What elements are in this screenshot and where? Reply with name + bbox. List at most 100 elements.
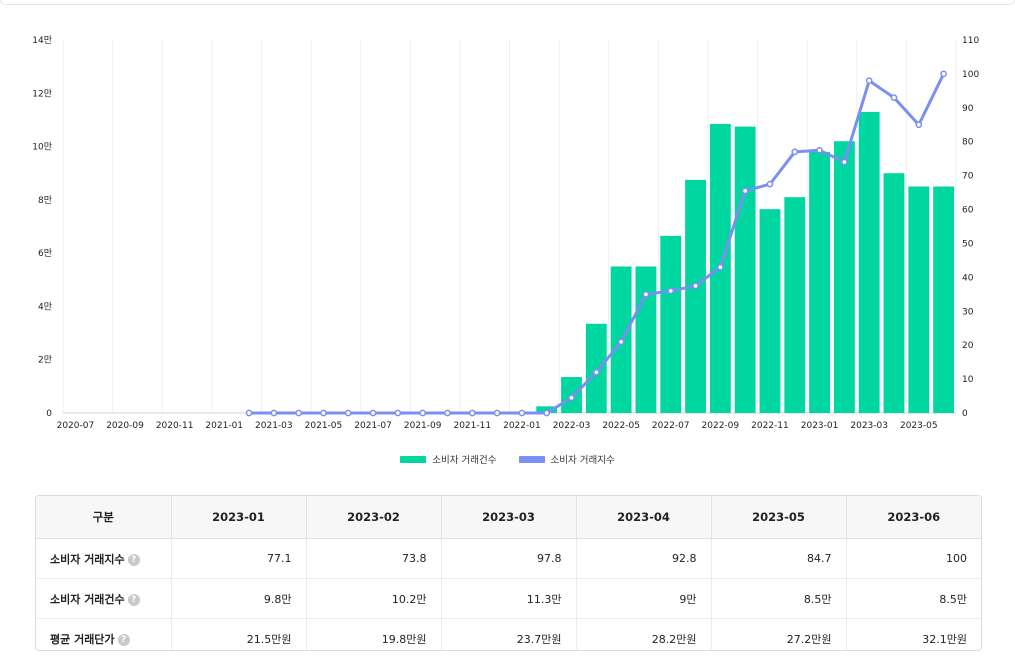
x-tick-label: 2023-05 — [900, 421, 938, 431]
y-right-tick-label: 10 — [962, 375, 974, 385]
table-header-col: 2023-02 — [306, 496, 441, 539]
bar — [685, 180, 706, 413]
line-point — [544, 410, 549, 415]
x-tick-label: 2022-09 — [702, 421, 740, 431]
table-header-corner: 구분 — [36, 496, 171, 539]
y-left-tick-label: 8만 — [38, 195, 52, 206]
line-point — [743, 188, 748, 193]
table-cell: 92.8 — [576, 539, 711, 579]
legend-label-index: 소비자 거래지수 — [551, 452, 615, 466]
question-icon[interactable]: ? — [118, 634, 130, 646]
x-tick-label: 2022-11 — [751, 421, 789, 431]
line-point — [370, 410, 375, 415]
line-point — [470, 410, 475, 415]
y-axis-left: 0 2만 4만 6만 8만 10만 12만 14만 — [32, 35, 52, 419]
bar — [784, 197, 805, 413]
x-tick-label: 2022-05 — [602, 421, 640, 431]
line-point — [643, 292, 648, 297]
data-table: 구분 2023-01 2023-02 2023-03 2023-04 2023-… — [35, 495, 982, 651]
legend-swatch-count — [400, 456, 426, 463]
line-point — [718, 265, 723, 270]
table-header-col: 2023-06 — [846, 496, 981, 539]
table-cell: 100 — [846, 539, 981, 579]
line-point — [792, 149, 797, 154]
row-label: 소비자 거래건수? — [36, 579, 171, 619]
y-right-tick-label: 50 — [962, 239, 974, 249]
bar — [760, 209, 781, 413]
y-right-tick-label: 0 — [962, 409, 968, 419]
line-point — [817, 148, 822, 153]
row-label-text: 평균 거래단가 — [50, 633, 115, 646]
table-row: 평균 거래단가? 21.5만원 19.8만원 23.7만원 28.2만원 27.… — [36, 619, 981, 652]
legend-item-count[interactable]: 소비자 거래건수 — [400, 452, 496, 466]
row-label-text: 소비자 거래지수 — [50, 553, 125, 566]
row-label: 소비자 거래지수? — [36, 539, 171, 579]
x-tick-label: 2023-01 — [801, 421, 839, 431]
bar — [809, 152, 830, 413]
line-point — [594, 370, 599, 375]
y-right-tick-label: 90 — [962, 104, 974, 114]
row-label: 평균 거래단가? — [36, 619, 171, 652]
table-cell: 19.8만원 — [306, 619, 441, 652]
table-cell: 97.8 — [441, 539, 576, 579]
line-point — [271, 410, 276, 415]
x-tick-label: 2021-11 — [453, 421, 491, 431]
table-header-col: 2023-04 — [576, 496, 711, 539]
bar — [933, 187, 954, 413]
bar — [859, 112, 880, 413]
x-tick-label: 2022-01 — [503, 421, 541, 431]
table-cell: 23.7만원 — [441, 619, 576, 652]
x-tick-label: 2020-07 — [57, 421, 95, 431]
y-right-tick-label: 80 — [962, 138, 974, 148]
table-row: 소비자 거래건수? 9.8만 10.2만 11.3만 9만 8.5만 8.5만 — [36, 579, 981, 619]
x-tick-label: 2021-09 — [404, 421, 442, 431]
row-label-text: 소비자 거래건수 — [50, 593, 125, 606]
question-icon[interactable]: ? — [128, 554, 140, 566]
y-left-tick-label: 4만 — [38, 301, 52, 312]
question-icon[interactable]: ? — [128, 594, 140, 606]
bar — [586, 324, 607, 413]
y-right-tick-label: 60 — [962, 206, 974, 216]
x-tick-label: 2022-03 — [553, 421, 591, 431]
x-tick-label: 2020-09 — [106, 421, 144, 431]
y-left-tick-label: 14만 — [32, 35, 52, 46]
y-axis-right: 0102030405060708090100110 — [962, 36, 979, 419]
y-right-tick-label: 70 — [962, 172, 974, 182]
x-tick-label: 2021-05 — [305, 421, 343, 431]
table-cell: 8.5만 — [846, 579, 981, 619]
table-cell: 10.2만 — [306, 579, 441, 619]
y-left-tick-label: 10만 — [32, 142, 52, 153]
line-point — [941, 71, 946, 76]
x-axis: 2020-07 2020-09 2020-11 2021-01 2021-03 2021-… — [57, 421, 938, 431]
line-point — [246, 410, 251, 415]
legend-item-index[interactable]: 소비자 거래지수 — [519, 452, 615, 466]
line-point — [842, 159, 847, 164]
table-cell: 73.8 — [306, 539, 441, 579]
x-tick-label: 2021-03 — [255, 421, 293, 431]
line-point — [767, 182, 772, 187]
y-right-tick-label: 40 — [962, 273, 974, 283]
line-point — [519, 410, 524, 415]
y-right-tick-label: 110 — [962, 36, 979, 46]
bar — [660, 236, 681, 413]
y-left-tick-label: 0 — [46, 409, 52, 419]
table-cell: 9만 — [576, 579, 711, 619]
line-point — [891, 95, 896, 100]
x-tick-label: 2021-01 — [205, 421, 243, 431]
y-left-tick-label: 2만 — [38, 355, 52, 366]
line-point — [395, 410, 400, 415]
bar — [884, 173, 905, 413]
legend: 소비자 거래건수 소비자 거래지수 — [0, 452, 1015, 466]
line-point — [321, 410, 326, 415]
line-point — [867, 78, 872, 83]
table-header-col: 2023-05 — [711, 496, 846, 539]
bar — [636, 266, 657, 413]
table-header-col: 2023-03 — [441, 496, 576, 539]
line-point — [619, 339, 624, 344]
line-point — [693, 283, 698, 288]
table-header-col: 2023-01 — [171, 496, 306, 539]
table-cell: 8.5만 — [711, 579, 846, 619]
line-point — [420, 410, 425, 415]
y-left-tick-label: 12만 — [32, 88, 52, 99]
table-cell: 11.3만 — [441, 579, 576, 619]
